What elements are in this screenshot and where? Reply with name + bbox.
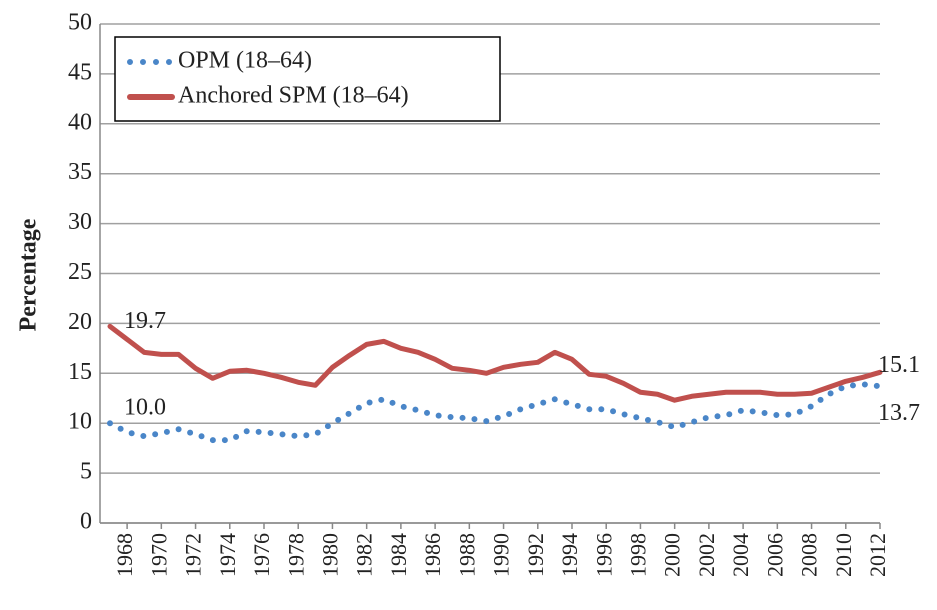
x-tick-label: 1994	[557, 533, 582, 577]
y-tick-label: 10	[68, 409, 92, 435]
x-tick-label: 2000	[660, 533, 685, 577]
y-tick-label: 40	[68, 109, 92, 135]
x-tick-label: 2008	[797, 533, 822, 577]
y-tick-label: 0	[80, 509, 92, 535]
y-tick-label: 50	[68, 10, 92, 36]
y-axis-label: Percentage	[16, 218, 42, 331]
y-tick-label: 5	[80, 459, 92, 485]
legend-box	[114, 36, 501, 122]
y-tick-label: 15	[68, 359, 92, 385]
data-label: 10.0	[124, 395, 166, 421]
x-tick-label: 1988	[454, 533, 479, 577]
x-tick-label: 1982	[352, 533, 377, 577]
x-tick-label: 1996	[591, 533, 616, 577]
series-line	[107, 323, 883, 403]
legend: OPM (18–64) Anchored SPM (18–64)	[114, 36, 501, 122]
legend-label: OPM (18–64)	[178, 48, 312, 74]
x-tick-label: 2010	[831, 533, 856, 577]
series-line	[107, 381, 883, 444]
data-label: 15.1	[878, 352, 920, 378]
x-tick-label: 1976	[249, 533, 274, 577]
y-tick-label: 30	[68, 209, 92, 235]
data-label: 19.7	[124, 308, 166, 334]
x-tick-label: 1978	[283, 533, 308, 577]
x-tick-label: 1992	[523, 533, 548, 577]
data-label: 13.7	[878, 400, 920, 426]
x-tick-label: 1984	[386, 533, 411, 577]
x-tick-label: 2004	[728, 533, 753, 577]
x-tick-label: 2012	[865, 533, 890, 577]
x-tick-label: 1972	[181, 533, 206, 577]
x-tick-label: 1970	[146, 533, 171, 577]
y-tick-label: 45	[68, 59, 92, 85]
y-tick-label: 35	[68, 159, 92, 185]
x-tick-label: 1998	[625, 533, 650, 577]
x-tick-label: 2002	[694, 533, 719, 577]
x-tick-label: 1986	[420, 533, 445, 577]
x-tick-label: 1968	[112, 533, 137, 577]
x-tick-label: 1980	[317, 533, 342, 577]
x-tick-label: 2006	[762, 533, 787, 577]
y-tick-label: 25	[68, 259, 92, 285]
x-tick-label: 1974	[215, 533, 240, 577]
x-tick-label: 1990	[489, 533, 514, 577]
y-tick-label: 20	[68, 309, 92, 335]
legend-label: Anchored SPM (18–64)	[178, 83, 409, 109]
